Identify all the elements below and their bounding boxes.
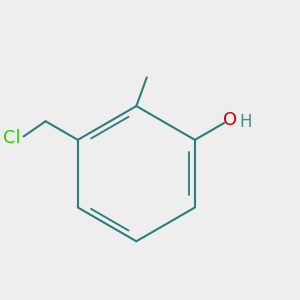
- Text: O: O: [223, 111, 237, 129]
- Text: H: H: [239, 113, 252, 131]
- Text: Cl: Cl: [3, 129, 20, 147]
